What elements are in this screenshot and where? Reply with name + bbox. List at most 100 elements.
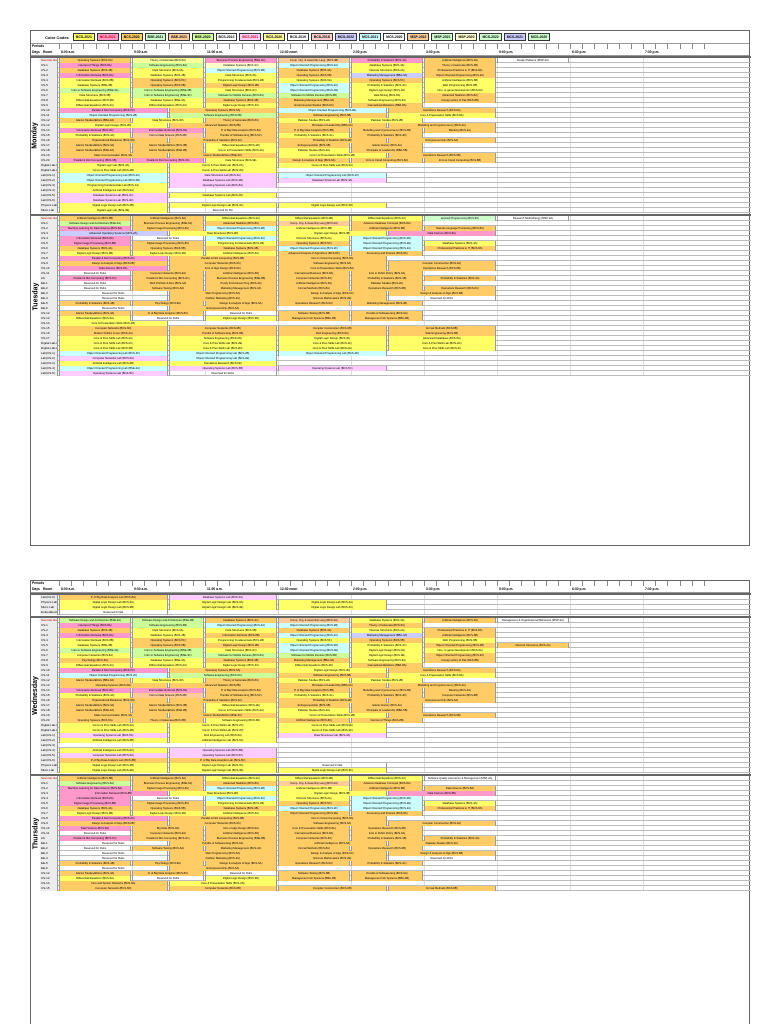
class-cell: Intro to Cloud Computing (BCS-8A) bbox=[278, 256, 387, 261]
class-cell: Object Oriented Programming (BCS-2C) bbox=[424, 653, 496, 658]
color-code-chips: BCS-2021 BCS-2021 BCS-2020 BSE-2021 BSE-2021… bbox=[73, 33, 552, 41]
class-cell: Computer Networks (BCS-6B) bbox=[168, 326, 277, 331]
class-cell: Digital Logic Design (BCS-3A) bbox=[351, 88, 423, 93]
period-tick bbox=[119, 44, 121, 49]
table-row: CS-11 Object Oriented Programming (BCS-2B… bbox=[40, 113, 751, 118]
table-row: CS-7 Data Structures (BCS-3B) Intro to Sof… bbox=[40, 93, 751, 98]
time-slot-label: 7:30 p.m. bbox=[645, 50, 660, 54]
class-cell: Probability & Statistics (BCS-4C) bbox=[351, 861, 423, 866]
class-cell: Islamic History (BCS-4A) bbox=[351, 703, 423, 708]
table-row: Lab(CS-4) Artificial Intelligence Lab (BC… bbox=[40, 748, 751, 753]
table-row: CS-7 Digital Logic Design (BCS-3B) Digital… bbox=[40, 251, 751, 256]
time-slot-label: 3:30 p.m. bbox=[426, 50, 441, 54]
class-cell: Web Engineering (BCS-6B) bbox=[387, 331, 496, 336]
class-cell: Operations Research (BCS-6B) bbox=[387, 713, 496, 718]
table-row: Lab(CS-6) Database Systems Lab (BCS-4D) bbox=[40, 198, 751, 203]
class-cell: Principles of Leadership (BBA-5A) bbox=[278, 123, 387, 128]
class-cell: Intro to Data Science (BCS-6B) bbox=[132, 693, 204, 698]
class-cell: Differential Equations (BCS-2A) bbox=[132, 103, 204, 108]
time-slot-label: 2:00 p.m. bbox=[353, 50, 368, 54]
period-tick bbox=[302, 44, 304, 49]
class-cell: Database Systems (BCS-4A) bbox=[59, 806, 131, 811]
class-cell: Reserved for Rubs bbox=[59, 296, 168, 301]
table-row: Lib Parallel & Dist Computing (BCS-6C) Par… bbox=[40, 836, 751, 841]
class-cell: Foreign policy of Pak (BCS-8B) bbox=[424, 658, 496, 663]
class-cell: Operations Research (BCS-6C) bbox=[278, 301, 350, 306]
class-cell: Design & Analysis of Algo (BCS-6B) bbox=[59, 261, 168, 266]
room-label: Room bbox=[43, 587, 53, 591]
period-tick bbox=[618, 44, 620, 49]
class-cell: Database Systems (BCS-4A) bbox=[59, 246, 131, 251]
periods-label: Periods bbox=[32, 581, 45, 585]
period-tick bbox=[132, 44, 133, 49]
class-cell: Business Process Engineering (BSE-6B) bbox=[205, 276, 277, 281]
class-cell: Software Design and Architecture (BSE-4A… bbox=[59, 618, 131, 623]
class-cell: Pakistan Studies (BCS-2A) bbox=[278, 118, 350, 123]
day-section: Monday Seminar Hall Operating Systems (BCS… bbox=[31, 56, 751, 213]
class-cell: Core & Pres Skills Lab (BCS-2H) bbox=[278, 346, 387, 351]
room-name: CS-2 bbox=[40, 628, 58, 633]
class-cell: Differential Equations (BCS-2A) bbox=[205, 216, 277, 221]
class-cell: Operating Systems (BCS-5D) bbox=[59, 683, 168, 688]
room-name: Physics Lab bbox=[40, 600, 58, 605]
class-cell: Banking (BCS-4A) bbox=[424, 688, 496, 693]
period-tick bbox=[411, 581, 413, 586]
class-cell: Programming Fundamentals (BCS-1B) bbox=[205, 241, 277, 246]
table-row: CS-13 Differential Equations (BCS-2A) Rese… bbox=[40, 316, 751, 321]
class-cell: Digital Image Processing (BCS-8A) bbox=[132, 786, 204, 791]
period-tick bbox=[95, 44, 97, 49]
class-cell: Parallel & Dist Computing (BCS-6C) bbox=[59, 276, 131, 281]
room-name: Micro Lab bbox=[40, 208, 58, 213]
class-cell: Comm & Presentation Skills (BCS-2A) bbox=[205, 708, 277, 713]
room-name: EE-3 bbox=[40, 291, 58, 296]
class-cell: Operations Research (BCS-6B) bbox=[387, 266, 496, 271]
class-cell: Differential Equations (BCS-2C) bbox=[351, 216, 423, 221]
period-tick bbox=[655, 581, 657, 586]
table-row: CS-12 Islamic Studies/Ethics (BCS-3A) P. o… bbox=[40, 311, 751, 316]
period-tick bbox=[71, 44, 73, 49]
period-tick bbox=[594, 44, 596, 49]
table-row: EE-3 Reserved for Rubs Web Programming (BC… bbox=[40, 851, 751, 856]
class-cell: Formal Methods (BCS-8A) bbox=[278, 286, 350, 291]
class-cell: Islamic Studies/Ethics (BSE-3A) bbox=[59, 148, 131, 153]
class-cell: Intro of Algo Design (BCS-6A) bbox=[168, 266, 277, 271]
class-cell: Operating Systems Lab (BCS-5C) bbox=[278, 366, 387, 371]
class-cell: Probability & Statistics (BCS-4A) bbox=[424, 836, 496, 841]
period-tick bbox=[460, 44, 462, 49]
class-cell: Operating Systems (BCS-5B) bbox=[132, 83, 204, 88]
class-cell: Internet of Things (BCS-8A) bbox=[59, 63, 131, 68]
grid-line bbox=[570, 618, 571, 773]
class-cell: Software Quality Assurance & Management … bbox=[424, 776, 496, 781]
room-name: CS-7 bbox=[40, 93, 58, 98]
period-tick bbox=[83, 581, 85, 586]
class-cell: Comp. Org. & Assembly Lang. (BCS-4B) bbox=[278, 58, 350, 63]
class-cell: Software for Mobile Devices (BCS-6B) bbox=[278, 93, 350, 98]
room-name: CS-13 bbox=[40, 123, 58, 128]
room-name: Digital Lab-1 bbox=[40, 723, 58, 728]
period-tick bbox=[59, 581, 60, 586]
class-cell: Programming Fundamentals (BCS-1B) bbox=[205, 78, 277, 83]
class-cell: Artificial Intelligence (BCS-6B) bbox=[424, 633, 496, 638]
class-cell: Database Systems (BCS-4B) bbox=[205, 98, 277, 103]
class-cell: Software for Mobile Devices (BCS-6B) bbox=[278, 653, 350, 658]
class-cell: Digital Logic Design Lab (BCS-3A) bbox=[59, 600, 168, 605]
class-cell: Computer Networks (BCS-6D) bbox=[59, 326, 168, 331]
class-cell: Reserved for Rubs bbox=[59, 271, 131, 276]
room-name: EE-5 bbox=[40, 861, 58, 866]
room-name: EE-1 bbox=[40, 281, 58, 286]
table-row: CS-10 Data Science (BCS-8A) Big Data (BCS-… bbox=[40, 826, 751, 831]
period-tick bbox=[59, 44, 60, 49]
table-row: Digital Lab-1 Comm & Pres Skills Lab (BCS… bbox=[40, 723, 751, 728]
class-cell: Design & Analysis of Algo (BCS-6B) bbox=[387, 291, 496, 296]
class-cell: Artificial Intelligence (BCS-6A) bbox=[424, 58, 496, 63]
color-code-chip: MCS-2020 bbox=[383, 33, 406, 41]
room-name: EE-2 bbox=[40, 286, 58, 291]
class-cell: Computer Networks (BCS-6C) bbox=[168, 261, 277, 266]
class-cell: Entrepreneurship (BCS-6A) bbox=[387, 138, 496, 143]
class-cell: Artificial Intelligence (BCS-6C) bbox=[278, 718, 350, 723]
class-cell: Operating Systems (BCS-5B) bbox=[132, 643, 204, 648]
period-tick bbox=[217, 44, 219, 49]
table-row: CS-3 Information Retrieval (BCS-8B) Data S… bbox=[40, 791, 751, 796]
class-cell: Digital Image Processing (BCS-8B) bbox=[59, 241, 131, 246]
class-cell: Information Retrieval (BCS-8B) bbox=[205, 633, 277, 638]
